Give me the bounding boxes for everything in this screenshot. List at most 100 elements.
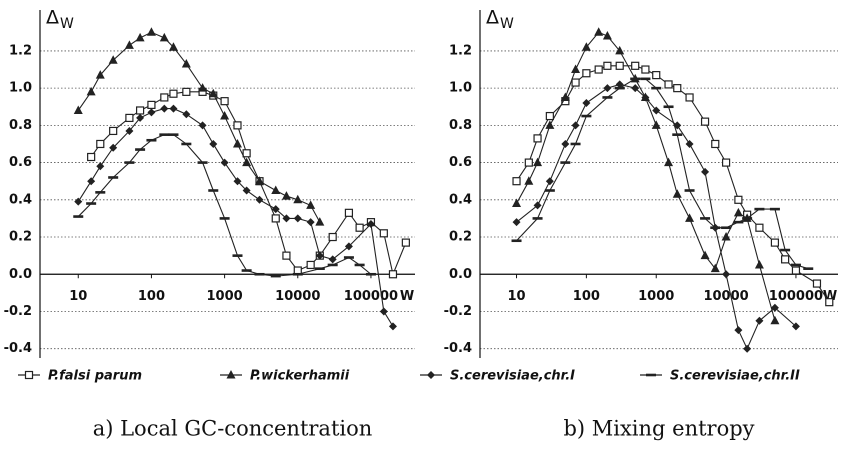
marker — [124, 40, 134, 49]
marker — [182, 87, 191, 96]
marker — [271, 185, 281, 194]
marker — [511, 239, 522, 243]
marker — [147, 100, 156, 109]
x-tick-label: 10 — [507, 289, 525, 304]
marker — [315, 251, 324, 260]
marker — [582, 69, 591, 78]
marker — [711, 139, 720, 149]
marker — [344, 242, 353, 251]
legend-marker — [427, 371, 435, 379]
marker — [581, 114, 592, 118]
y-tick-label: 0.8 — [449, 118, 472, 133]
marker — [182, 110, 191, 119]
marker — [197, 161, 208, 164]
legend-marker — [24, 370, 34, 380]
marker — [701, 167, 710, 176]
marker — [615, 61, 624, 70]
x-tick-label: 100 — [138, 289, 165, 304]
y-axis-label-subscript: W — [60, 16, 74, 32]
y-tick-label: 0.0 — [449, 267, 472, 282]
legend-label: S.cerevisiae,chr.I — [450, 369, 575, 384]
marker — [124, 161, 135, 164]
marker — [755, 316, 764, 325]
marker — [306, 200, 316, 209]
caption: b) Mixing entropy — [563, 417, 754, 441]
marker — [770, 315, 780, 325]
marker — [733, 207, 743, 217]
marker — [74, 197, 83, 206]
marker — [652, 71, 661, 80]
marker — [355, 223, 364, 232]
marker — [603, 61, 612, 70]
x-tick-label: 100000 — [344, 289, 398, 304]
marker — [700, 217, 711, 220]
marker — [672, 133, 683, 136]
marker — [220, 158, 229, 167]
marker — [630, 77, 641, 81]
marker — [790, 263, 801, 267]
marker — [781, 255, 790, 264]
marker — [652, 106, 661, 115]
marker — [651, 120, 661, 129]
marker — [524, 176, 534, 185]
marker — [524, 158, 533, 167]
y-tick-label: -0.2 — [4, 304, 32, 319]
marker — [545, 120, 555, 129]
marker — [710, 263, 720, 273]
marker — [582, 99, 591, 108]
marker — [700, 250, 710, 260]
series-line — [516, 31, 776, 321]
x-tick-label: 10000 — [703, 289, 748, 304]
x-tick-label: 10000 — [275, 289, 320, 304]
marker — [109, 126, 118, 136]
marker — [594, 27, 604, 36]
marker — [672, 189, 682, 198]
marker — [684, 189, 695, 192]
marker — [544, 189, 555, 192]
marker — [232, 254, 243, 257]
marker — [379, 229, 388, 238]
legend-label: P.wickerhamii — [250, 369, 350, 384]
marker — [664, 157, 674, 167]
marker — [242, 149, 251, 158]
marker — [220, 111, 230, 120]
marker — [86, 202, 97, 205]
legend-marker — [646, 373, 656, 377]
marker — [168, 133, 179, 136]
marker — [754, 207, 765, 211]
legend-label: P.falsi parum — [48, 369, 142, 384]
marker — [209, 139, 218, 148]
marker — [343, 256, 354, 259]
marker — [135, 32, 145, 42]
marker — [651, 86, 662, 90]
marker — [512, 198, 522, 208]
legend-marker — [226, 370, 236, 379]
marker — [710, 226, 721, 230]
marker — [780, 248, 791, 252]
marker — [270, 274, 281, 278]
marker — [631, 84, 640, 93]
marker — [388, 270, 398, 279]
marker — [159, 133, 170, 136]
y-axis-label-subscript: W — [500, 16, 514, 32]
y-tick-label: -0.4 — [444, 341, 472, 356]
y-tick-label: 1.2 — [9, 43, 32, 58]
y-axis-label: Δ — [486, 7, 499, 29]
marker — [770, 238, 780, 247]
marker — [791, 266, 801, 275]
marker — [169, 104, 178, 113]
marker — [812, 279, 822, 288]
x-tick-label: 1000 — [207, 289, 243, 304]
marker — [641, 93, 650, 102]
marker — [615, 45, 625, 55]
marker — [755, 223, 764, 232]
marker — [306, 260, 315, 270]
marker — [208, 88, 218, 98]
marker — [255, 195, 264, 204]
marker — [328, 232, 337, 242]
marker — [734, 326, 743, 335]
marker — [87, 177, 96, 186]
marker — [328, 255, 337, 264]
x-tick-label: 10 — [69, 289, 87, 304]
